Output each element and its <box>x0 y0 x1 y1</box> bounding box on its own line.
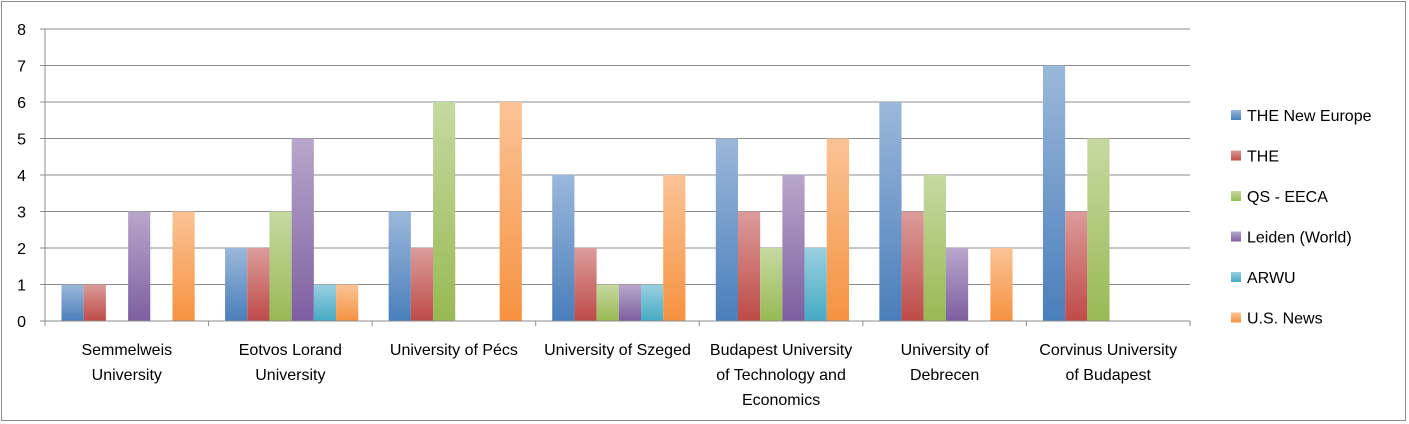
y-tick-label: 5 <box>17 132 26 149</box>
bar <box>879 102 902 321</box>
legend-swatch <box>1231 312 1241 323</box>
legend-swatch <box>1231 150 1241 161</box>
category-labels: Semmelweis University Eotvos Lorand Univers… <box>81 342 1177 409</box>
bar <box>715 138 738 321</box>
legend-swatch <box>1231 110 1241 120</box>
bar <box>1087 138 1110 321</box>
bar <box>552 175 575 321</box>
bar <box>336 284 359 321</box>
bar <box>1065 211 1088 321</box>
bar <box>901 211 924 321</box>
category-label: Budapest University of Technology and Econ… <box>710 342 852 409</box>
category-label: Semmelweis University <box>81 342 172 384</box>
bar <box>826 138 849 321</box>
axes <box>40 28 1191 326</box>
legend-label: QS - EECA <box>1247 189 1328 206</box>
bar <box>61 284 84 321</box>
bar <box>291 138 314 321</box>
bar <box>663 175 686 321</box>
gridlines <box>45 28 1190 285</box>
y-tick-label: 7 <box>17 59 26 76</box>
y-tick-label: 3 <box>17 205 26 222</box>
legend-label: U.S. News <box>1247 311 1323 328</box>
bar <box>782 175 805 321</box>
legend-label: Leiden (World) <box>1247 230 1352 247</box>
legend-swatch <box>1231 231 1241 242</box>
y-tick-label: 0 <box>17 314 26 331</box>
bar <box>225 248 248 321</box>
bar <box>596 284 619 321</box>
legend-label: THE New Europe <box>1247 108 1372 125</box>
bar <box>83 284 106 321</box>
category-label: University of Debrecen <box>901 342 990 384</box>
y-tick-label: 4 <box>17 168 26 185</box>
bar <box>923 175 946 321</box>
bar <box>247 248 270 321</box>
bar <box>499 102 522 321</box>
y-tick-label: 2 <box>17 241 26 258</box>
category-label: Eotvos Lorand University <box>239 342 342 384</box>
category-label: University of Pécs <box>390 342 518 359</box>
category-label: Corvinus University of Budapest <box>1039 342 1177 384</box>
bar <box>128 211 151 321</box>
bar <box>804 248 827 321</box>
bar <box>269 211 292 321</box>
bars <box>61 65 1110 321</box>
category-label: University of Szeged <box>544 342 691 359</box>
bar <box>737 211 761 321</box>
y-tick-labels: 0 1 2 3 4 5 6 7 8 <box>17 22 26 331</box>
bar <box>574 248 597 321</box>
legend-label: ARWU <box>1247 270 1296 287</box>
bar <box>433 102 456 321</box>
bar <box>410 248 434 321</box>
bar <box>313 284 337 321</box>
legend: THE New Europe THE QS - EECA Leiden (World)… <box>1231 108 1372 328</box>
y-tick-label: 1 <box>17 278 26 295</box>
legend-swatch <box>1231 272 1241 282</box>
bar <box>641 284 664 321</box>
bar <box>1042 65 1066 321</box>
y-tick-label: 6 <box>17 95 26 112</box>
bar <box>618 284 642 321</box>
bar <box>172 211 195 321</box>
bar <box>990 248 1013 321</box>
bar <box>388 211 411 321</box>
y-tick-label: 8 <box>17 22 26 39</box>
legend-label: THE <box>1247 149 1279 166</box>
bar <box>760 248 783 321</box>
legend-swatch <box>1231 191 1241 201</box>
bar <box>945 248 969 321</box>
